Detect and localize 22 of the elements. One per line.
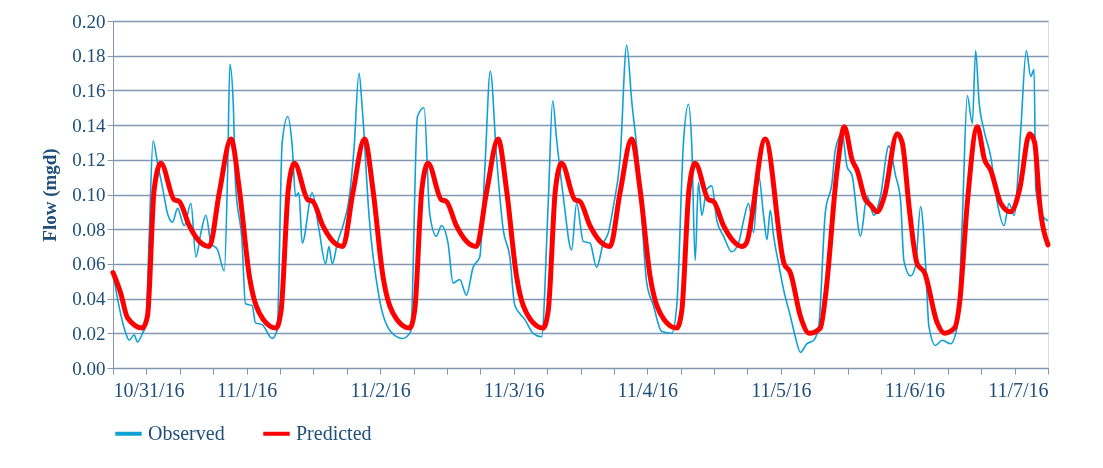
x-tick-label: 11/4/16 (617, 378, 678, 401)
y-tick-label: 0.02 (72, 322, 106, 344)
y-tick-label: 0.00 (72, 357, 106, 379)
y-axis-title: Flow (mgd) (39, 148, 62, 242)
y-tick-label: 0.12 (72, 149, 106, 171)
y-tick-label: 0.18 (72, 45, 106, 67)
x-tick-label: 11/6/16 (884, 378, 946, 401)
x-tick-label: 11/7/16 (988, 378, 1049, 401)
y-tick-label: 0.14 (72, 114, 106, 136)
legend-label: Observed (148, 421, 225, 444)
y-tick-label: 0.04 (72, 288, 106, 310)
y-tick-label: 0.06 (72, 253, 106, 275)
x-tick-label: 11/2/16 (350, 378, 411, 401)
y-tick-label: 0.10 (72, 184, 106, 205)
x-tick-label: 11/1/16 (216, 378, 278, 401)
x-tick-label: 11/3/16 (484, 378, 545, 401)
y-tick-label: 0.08 (72, 218, 106, 240)
x-tick-label: 10/31/16 (113, 378, 185, 401)
legend-label: Predicted (296, 421, 372, 444)
y-tick-label: 0.16 (72, 79, 106, 101)
y-tick-label: 0.20 (72, 10, 106, 32)
x-tick-label: 11/5/16 (751, 378, 812, 401)
